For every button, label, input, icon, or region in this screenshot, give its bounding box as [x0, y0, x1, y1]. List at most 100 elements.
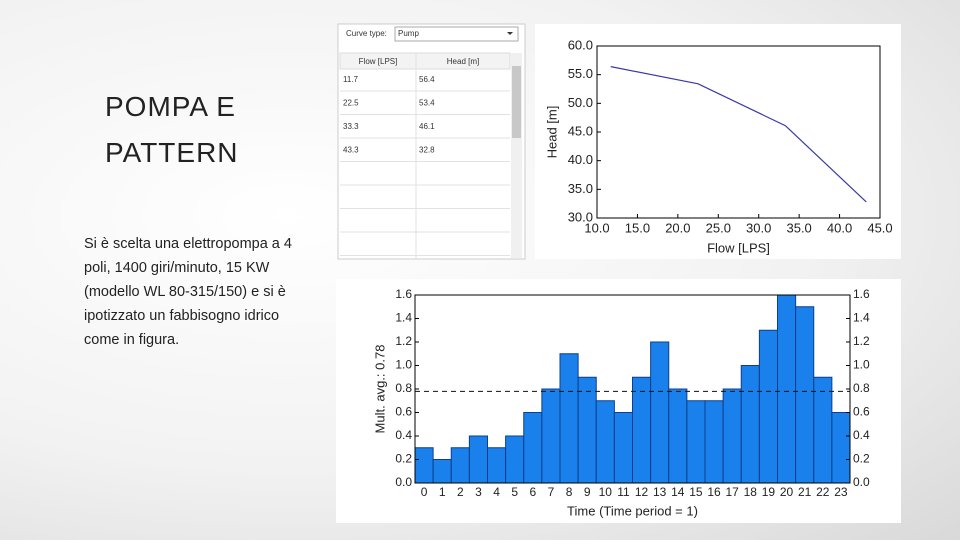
- x-tick-label: 14: [671, 485, 685, 499]
- bar: [450, 447, 470, 484]
- x-tick-label: 19: [762, 485, 776, 499]
- bar: [487, 447, 507, 484]
- bar: [523, 412, 543, 484]
- y2-tick-label: 1.0: [853, 358, 870, 372]
- bar: [541, 388, 561, 484]
- table-cell: 33.3: [343, 122, 359, 131]
- bar: [505, 435, 525, 484]
- table-cell: 53.4: [419, 99, 435, 108]
- bar: [432, 459, 452, 484]
- y2-tick-label: 1.2: [853, 334, 870, 348]
- y2-tick-label: 0.8: [853, 381, 870, 395]
- y-tick-label: 0.6: [395, 405, 412, 419]
- x-tick-label: 15: [689, 485, 703, 499]
- x-tick-label: 8: [566, 485, 573, 499]
- curve-type-value: Pump: [398, 29, 419, 38]
- bar: [559, 353, 579, 484]
- curve-type-dropdown[interactable]: [394, 26, 519, 42]
- bar: [668, 388, 688, 484]
- x-tick-label: 1: [439, 485, 446, 499]
- x-tick-label: 3: [475, 485, 482, 499]
- table-cell: 56.4: [419, 75, 435, 84]
- x-tick-label: 2: [457, 485, 464, 499]
- y-tick-label: 55.0: [568, 66, 593, 81]
- x-tick-label: 15.0: [625, 220, 650, 235]
- x-tick-label: 12: [635, 485, 649, 499]
- x-tick-label: 10: [599, 485, 613, 499]
- table-cell: 46.1: [419, 122, 435, 131]
- y-tick-label: 30.0: [568, 209, 593, 224]
- bar: [813, 376, 833, 484]
- x-tick-label: 20: [780, 485, 794, 499]
- curve-type-label: Curve type:: [346, 29, 387, 38]
- bar: [686, 400, 706, 484]
- table-cell: 32.8: [419, 146, 435, 155]
- x-tick-label: 21: [798, 485, 812, 499]
- x-tick-label: 7: [548, 485, 555, 499]
- x-tick-label: 17: [726, 485, 740, 499]
- x-tick-label: 30.0: [746, 220, 771, 235]
- bar: [613, 412, 633, 484]
- x-tick-label: 6: [529, 485, 536, 499]
- y2-tick-label: 1.6: [853, 287, 870, 301]
- y-axis-label: Mult. avg.: 0.78: [372, 345, 387, 434]
- bar: [831, 412, 851, 484]
- column-header: Head [m]: [447, 57, 479, 66]
- y-tick-label: 0.0: [395, 475, 412, 489]
- bar: [577, 376, 597, 484]
- x-tick-label: 22: [816, 485, 830, 499]
- y-tick-label: 1.4: [395, 311, 412, 325]
- x-tick-label: 18: [744, 485, 758, 499]
- table-header: [339, 52, 511, 70]
- x-tick-label: 35.0: [786, 220, 811, 235]
- y-tick-label: 0.2: [395, 452, 412, 466]
- scrollbar-thumb: [512, 66, 521, 138]
- y2-tick-label: 0.4: [853, 428, 870, 442]
- x-tick-label: 0: [421, 485, 428, 499]
- y2-tick-label: 0.2: [853, 452, 870, 466]
- x-tick-label: 20.0: [665, 220, 690, 235]
- y-tick-label: 45.0: [568, 123, 593, 138]
- dropdown-arrow: [507, 32, 513, 35]
- bar: [632, 376, 652, 484]
- x-tick-label: 11: [617, 485, 630, 499]
- y-tick-label: 1.6: [395, 287, 412, 301]
- x-tick-label: 13: [653, 485, 667, 499]
- x-tick-label: 45.0: [867, 220, 892, 235]
- x-tick-label: 16: [707, 485, 721, 499]
- curve-line: [610, 66, 867, 203]
- bar: [595, 400, 615, 484]
- y2-tick-label: 0.0: [853, 475, 870, 489]
- x-tick-label: 4: [493, 485, 500, 499]
- y-tick-label: 40.0: [568, 152, 593, 167]
- bar: [414, 447, 434, 484]
- bar: [722, 388, 742, 484]
- y2-tick-label: 0.6: [853, 405, 870, 419]
- y-tick-label: 1.2: [395, 334, 412, 348]
- y-tick-label: 0.4: [395, 428, 412, 442]
- x-tick-label: 25.0: [706, 220, 731, 235]
- x-tick-label: 40.0: [827, 220, 852, 235]
- title-line: POMPA E: [105, 91, 236, 122]
- x-tick-label: 5: [511, 485, 518, 499]
- bar: [795, 306, 815, 484]
- x-axis-label: Flow [LPS]: [707, 240, 770, 255]
- x-axis-label: Time (Time period = 1): [567, 503, 698, 518]
- column-header: Flow [LPS]: [359, 57, 398, 66]
- y-tick-label: 60.0: [568, 37, 593, 52]
- x-tick-label: 23: [834, 485, 848, 499]
- y2-tick-label: 1.4: [853, 311, 870, 325]
- y-tick-label: 0.8: [395, 381, 412, 395]
- bar: [777, 294, 797, 484]
- slide-body: Si è scelta una elettropompa a 4 poli, 1…: [84, 236, 292, 348]
- y-axis-label: Head [m]: [544, 106, 559, 159]
- y-tick-label: 1.0: [395, 358, 412, 372]
- bar: [758, 329, 778, 484]
- table-cell: 22.5: [343, 99, 359, 108]
- line-chart-panel: [535, 24, 901, 259]
- scrollbar: [511, 53, 522, 258]
- x-tick-label: 10.0: [584, 220, 609, 235]
- bar: [650, 341, 670, 484]
